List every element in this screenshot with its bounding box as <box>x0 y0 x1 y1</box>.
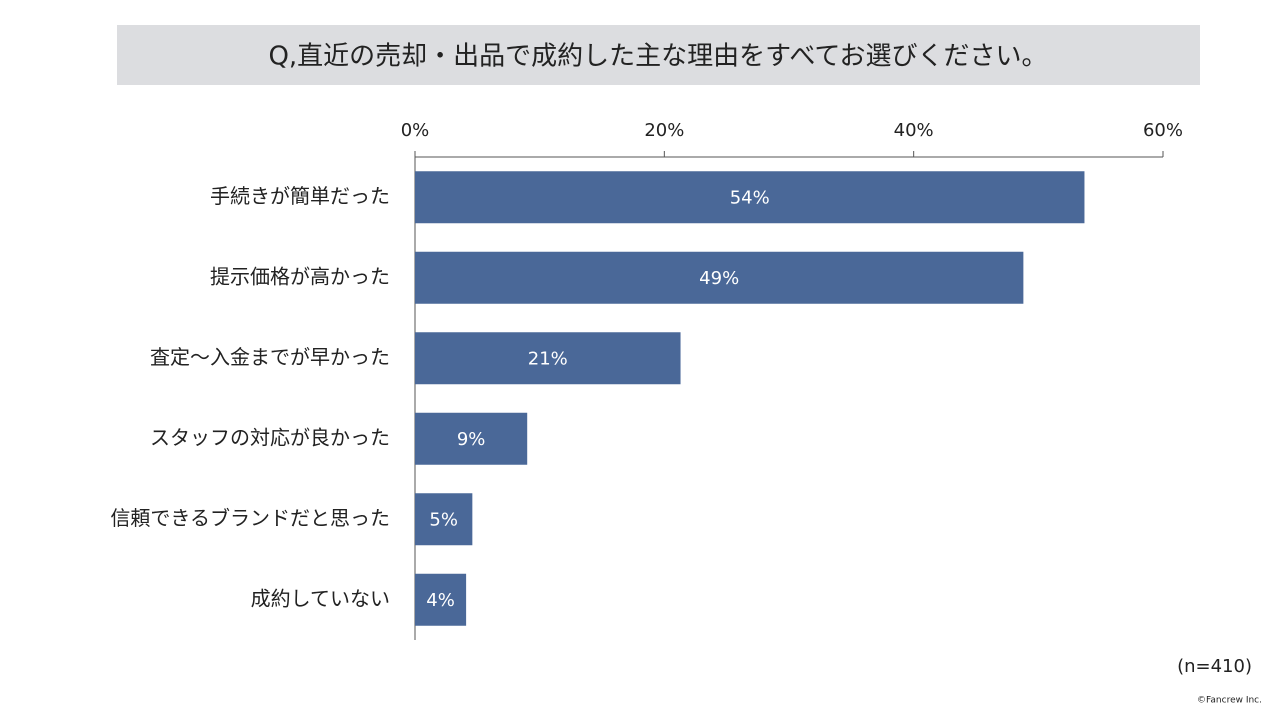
credit: ©Fancrew Inc. <box>1197 696 1262 706</box>
value-label: 9% <box>457 429 486 450</box>
bar <box>415 251 1024 304</box>
y-tick-label: 査定～入金までが早かった <box>150 345 390 369</box>
y-tick-label: 信頼できるブランドだと思った <box>110 506 390 530</box>
y-tick-label: 提示価格が高かった <box>210 264 390 288</box>
x-tick-label: 0% <box>401 120 430 141</box>
bar <box>415 332 681 385</box>
value-label: 54% <box>730 187 770 208</box>
title-box <box>117 25 1200 85</box>
value-label: 4% <box>426 590 455 611</box>
x-tick-label: 60% <box>1143 120 1183 141</box>
y-tick-label: 手続きが簡単だった <box>210 184 390 208</box>
bar <box>415 171 1085 224</box>
y-tick-label: 成約していない <box>251 586 390 610</box>
x-tick-label: 20% <box>644 120 684 141</box>
bar <box>415 493 473 546</box>
sample-note: (n=410) <box>1177 656 1252 677</box>
value-label: 49% <box>699 268 739 289</box>
value-label: 5% <box>429 509 458 530</box>
bar <box>415 573 467 626</box>
x-tick-label: 40% <box>894 120 934 141</box>
value-label: 21% <box>528 348 568 369</box>
chart-title: Q,直近の売却・出品で成約した主な理由をすべてお選びください。 <box>268 42 1047 72</box>
y-tick-label: スタッフの対応が良かった <box>150 425 390 449</box>
bar <box>415 412 528 465</box>
